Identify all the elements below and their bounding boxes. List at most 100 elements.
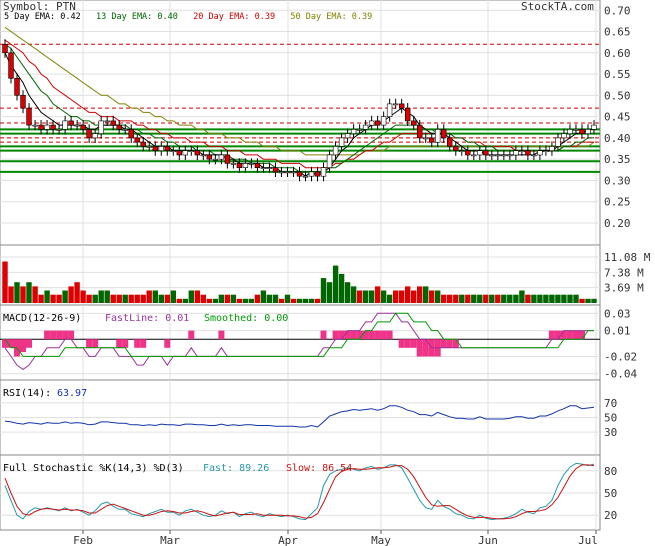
volume-bar	[350, 286, 357, 303]
rsi-label: RSI(14):	[3, 388, 51, 399]
volume-bar	[362, 290, 369, 303]
volume-bar	[573, 294, 579, 303]
macd-histogram-bar	[386, 330, 393, 340]
candle	[519, 150, 525, 152]
candle	[561, 133, 567, 139]
candle	[38, 124, 44, 130]
volume-bar	[14, 282, 20, 303]
candle	[74, 124, 80, 127]
macd-histogram-bar	[332, 330, 339, 340]
volume-bar	[314, 298, 321, 303]
volume-bar	[429, 290, 435, 303]
y-tick-label: 0.25	[604, 196, 631, 209]
volume-bar	[164, 294, 170, 303]
candle	[146, 146, 152, 148]
volume-bar	[86, 294, 92, 303]
volume-bar	[453, 294, 459, 303]
macd-histogram-bar	[554, 330, 561, 340]
candle	[218, 154, 225, 160]
candle	[591, 124, 597, 130]
macd-histogram-bar	[368, 330, 375, 340]
candle	[398, 103, 405, 109]
x-tick-label: Mar	[160, 534, 180, 546]
volume-bar	[561, 294, 567, 303]
volume-bar	[302, 298, 309, 303]
volume-bar	[441, 294, 447, 303]
candle	[513, 150, 519, 156]
candle	[446, 137, 453, 147]
candle	[242, 163, 249, 168]
candle	[92, 133, 98, 139]
candle	[585, 129, 591, 134]
volume-bar	[206, 298, 212, 303]
macd-histogram-bar	[579, 330, 585, 340]
candle	[32, 124, 38, 127]
candle	[531, 154, 537, 157]
y-tick-label: 0.20	[604, 217, 631, 230]
candle	[80, 124, 86, 130]
y-tick-label: 30	[604, 426, 617, 439]
volume-bar	[290, 298, 297, 303]
macd-histogram-bar	[20, 339, 26, 353]
candle	[68, 120, 74, 126]
macd-histogram-bar	[122, 339, 129, 348]
candle	[224, 154, 231, 164]
volume-bar	[272, 294, 279, 303]
volume-bar	[399, 290, 405, 303]
volume-bar	[110, 294, 116, 303]
volume-bar	[104, 290, 110, 303]
candle	[116, 124, 122, 130]
y-tick-label: 0.55	[604, 68, 631, 81]
macd-histogram-bar	[446, 339, 453, 348]
volume-bar	[585, 298, 591, 303]
volume-bar	[2, 261, 8, 303]
volume-bar	[507, 294, 513, 303]
x-tick-label: Feb	[73, 534, 93, 546]
macd-histogram-bar	[548, 330, 555, 340]
candle	[350, 129, 357, 134]
volume-bar	[483, 294, 489, 303]
volume-bar	[525, 294, 531, 303]
volume-bar	[32, 286, 38, 303]
candle	[248, 163, 255, 165]
macd-histogram-bar	[86, 339, 93, 348]
x-tick-label: Jun	[478, 534, 498, 546]
candle	[98, 120, 104, 135]
macd-histogram-bar	[410, 339, 417, 348]
candle	[380, 116, 387, 126]
y-tick-label: 20	[604, 509, 617, 522]
candle	[477, 150, 483, 156]
candle	[320, 167, 327, 177]
volume-bar	[8, 286, 14, 303]
candle	[230, 163, 237, 165]
y-tick-label: 80	[604, 465, 617, 478]
candle	[579, 129, 585, 134]
candle	[459, 150, 465, 152]
candle	[386, 103, 393, 118]
y-tick-label: -0.04	[604, 368, 637, 381]
x-tick-label: May	[371, 534, 391, 546]
candle	[104, 120, 110, 123]
volume-bar	[423, 286, 429, 303]
volume-bar	[242, 298, 249, 303]
stochastic-fast-label: Fast: 89.26	[203, 463, 269, 474]
candle	[543, 150, 549, 152]
volume-bar	[549, 294, 555, 303]
macd-panel: 0.03 0.01 -0.02 -0.04 MACD(12-26-9) FastLin…	[0, 304, 637, 381]
candle	[567, 129, 573, 134]
macd-histogram-bar	[344, 330, 351, 340]
volume-bar	[459, 294, 465, 303]
candle	[392, 103, 399, 106]
macd-histogram-bar	[350, 330, 357, 340]
candle	[471, 154, 477, 157]
macd-histogram-bar	[56, 330, 63, 340]
candle	[525, 150, 531, 156]
candle	[308, 171, 315, 177]
volume-bar	[417, 286, 423, 303]
macd-histogram-bar	[356, 330, 363, 340]
volume-bar	[513, 294, 519, 303]
macd-histogram-bar	[380, 330, 387, 340]
candle	[410, 120, 417, 126]
volume-bar	[266, 294, 273, 303]
